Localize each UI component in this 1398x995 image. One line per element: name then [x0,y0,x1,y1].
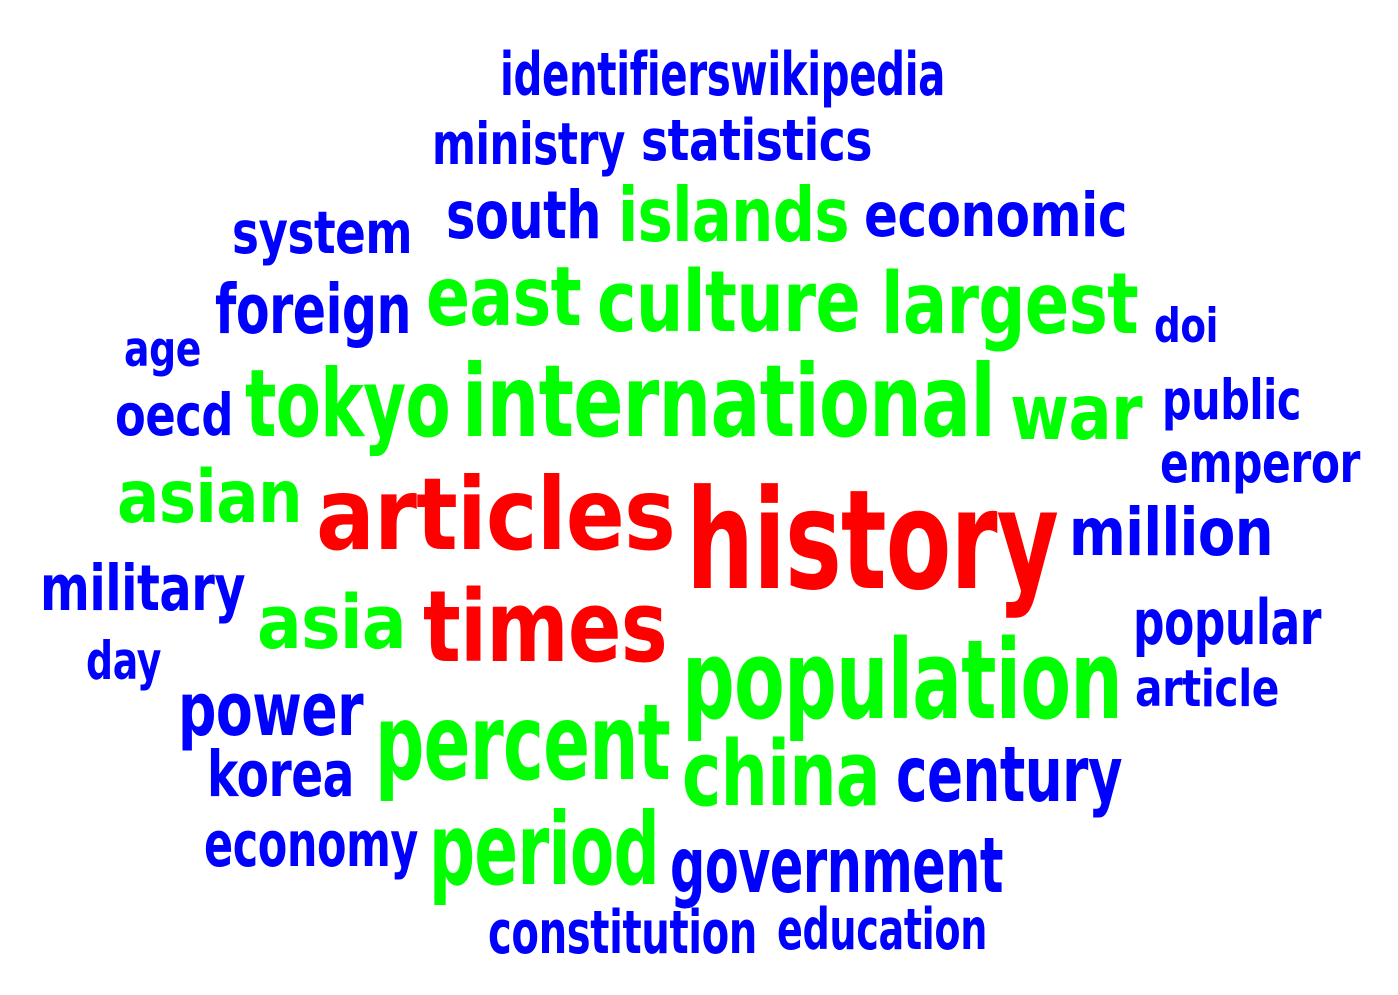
word-government: government [670,822,1003,911]
word-power: power [178,667,364,753]
word-popular: popular [1133,586,1321,659]
word-foreign: foreign [215,270,411,350]
word-statistics: statistics [641,108,872,174]
word-korea: korea [207,738,354,811]
word-article: article [1135,660,1279,719]
word-population: population [682,616,1123,744]
word-oecd: oecd [115,381,233,449]
word-economy: economy [204,808,418,881]
word-international: international [462,343,996,460]
word-period: period [429,791,660,908]
word-public: public [1162,368,1301,432]
word-identifierswikipedia: identifierswikipedia [500,40,945,110]
word-china: china [682,722,881,827]
word-education: education [777,897,987,963]
word-ministry: ministry [432,110,625,178]
word-century: century [896,731,1123,820]
word-age: age [124,321,201,378]
word-south: south [446,177,601,254]
word-articles: articles [316,456,676,573]
word-times: times [423,570,668,685]
word-doi: doi [1154,299,1218,354]
word-islands: islands [618,171,850,259]
word-percent: percent [375,682,671,804]
word-emperor: emperor [1160,431,1360,495]
word-day: day [86,631,161,692]
word-economic: economic [864,180,1127,251]
word-military: military [40,552,245,625]
word-war: war [1010,369,1143,458]
word-tokyo: tokyo [245,350,451,459]
word-million: million [1069,494,1274,571]
word-constitution: constitution [488,898,757,968]
word-largest: largest [881,255,1139,354]
word-asia: asia [257,580,407,666]
word-system: system [232,198,412,267]
word-asian: asian [117,455,303,540]
word-history: history [686,460,1059,621]
word-culture: culture [597,253,861,352]
word-east: east [426,250,582,345]
